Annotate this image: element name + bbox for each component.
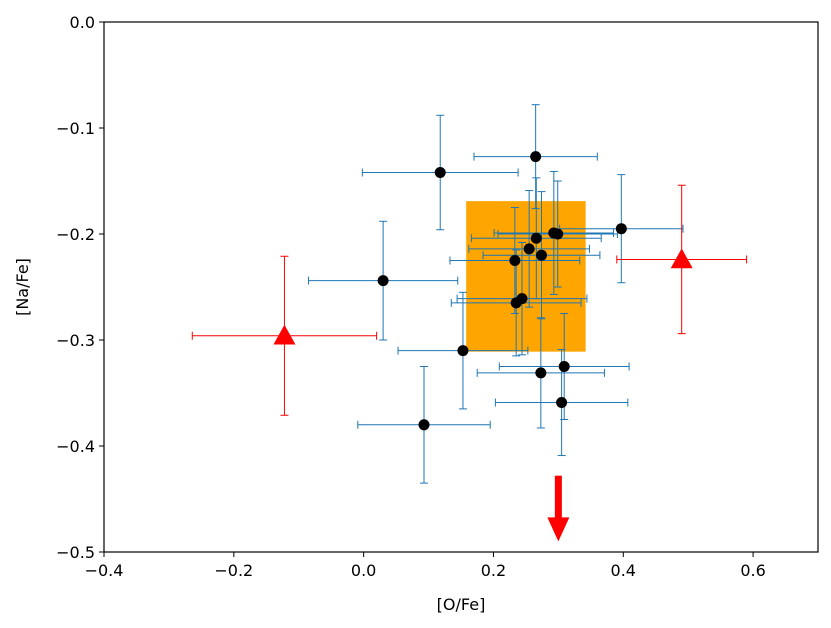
- arrow-shaft: [554, 475, 562, 520]
- star-point-11: [510, 297, 522, 309]
- x-tick-label: 0.6: [740, 561, 765, 580]
- star-point-8: [509, 255, 521, 266]
- star-point-14: [535, 367, 547, 379]
- y-tick-label: −0.2: [56, 225, 95, 244]
- star-point-0: [530, 151, 542, 163]
- x-tick-label: 0.0: [351, 561, 376, 580]
- star-point-4: [552, 228, 564, 240]
- x-tick-label: −0.2: [214, 561, 253, 580]
- star-point-16: [418, 419, 430, 431]
- star-point-1: [434, 167, 446, 179]
- x-tick-label: 0.2: [481, 561, 506, 580]
- star-point-7: [535, 249, 547, 261]
- y-tick-label: −0.3: [56, 331, 95, 350]
- star-point-12: [457, 345, 469, 357]
- arrow-head: [547, 517, 570, 542]
- star-point-13: [558, 361, 570, 372]
- star-point-15: [556, 397, 568, 409]
- star-point-2: [615, 223, 627, 235]
- star-point-9: [377, 275, 389, 287]
- x-tick-label: 0.4: [611, 561, 636, 580]
- y-tick-label: −0.4: [56, 437, 95, 456]
- x-axis-title: [O/Fe]: [437, 595, 486, 614]
- star-point-5: [530, 232, 542, 244]
- highlight-box: [466, 201, 586, 352]
- y-axis-title: [Na/Fe]: [13, 258, 32, 316]
- y-tick-label: −0.5: [56, 543, 95, 562]
- y-tick-label: 0.0: [70, 13, 95, 32]
- plot-frame: [103, 21, 819, 553]
- star-point-6: [523, 243, 535, 255]
- triangle-point-0: [273, 324, 296, 345]
- x-tick-label: −0.4: [85, 561, 124, 580]
- triangle-point-1: [670, 248, 693, 269]
- y-tick-label: −0.1: [56, 119, 95, 138]
- down-arrow-icon: [547, 475, 570, 542]
